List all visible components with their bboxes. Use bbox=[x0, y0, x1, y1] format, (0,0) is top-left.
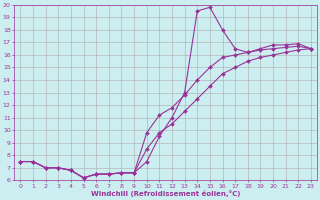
X-axis label: Windchill (Refroidissement éolien,°C): Windchill (Refroidissement éolien,°C) bbox=[91, 190, 240, 197]
